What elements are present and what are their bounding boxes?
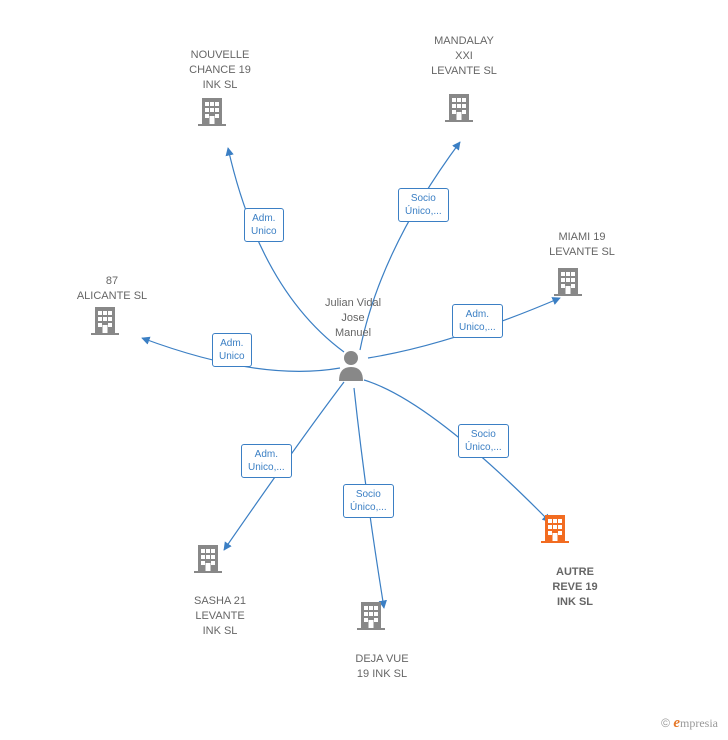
brand-rest: mpresia — [680, 716, 718, 730]
node-label: MANDALAY XXI LEVANTE SL — [424, 34, 504, 79]
building-icon[interactable] — [552, 264, 584, 296]
building-icon[interactable] — [196, 94, 228, 126]
node-label: DEJA VUE 19 INK SL — [342, 652, 422, 682]
node-label: 87 ALICANTE SL — [72, 274, 152, 304]
node-label: NOUVELLE CHANCE 19 INK SL — [180, 48, 260, 93]
node-label: AUTRE REVE 19 INK SL — [535, 565, 615, 610]
building-icon[interactable] — [89, 303, 121, 335]
edge-label: Adm. Unico — [244, 208, 284, 242]
edge-label: Adm. Unico,... — [452, 304, 503, 338]
network-diagram: Adm. Unico Socio Único,... Adm. Unico,... A… — [0, 0, 728, 740]
node-label: MIAMI 19 LEVANTE SL — [542, 230, 622, 260]
edge-label: Socio Único,... — [458, 424, 509, 458]
brand-first-letter: e — [673, 715, 680, 731]
node-label: SASHA 21 LEVANTE INK SL — [180, 594, 260, 639]
credit: © empresia — [661, 715, 718, 732]
copyright-symbol: © — [661, 716, 670, 730]
building-icon[interactable] — [192, 541, 224, 573]
building-icon[interactable] — [355, 598, 387, 630]
building-icon[interactable] — [539, 511, 571, 543]
person-icon[interactable] — [337, 349, 365, 381]
edge-label: Socio Único,... — [343, 484, 394, 518]
edge-label: Socio Único,... — [398, 188, 449, 222]
center-node-label: Julian Vidal Jose Manuel — [318, 296, 388, 341]
edge-label: Adm. Unico — [212, 333, 252, 367]
building-icon[interactable] — [443, 90, 475, 122]
edge-label: Adm. Unico,... — [241, 444, 292, 478]
